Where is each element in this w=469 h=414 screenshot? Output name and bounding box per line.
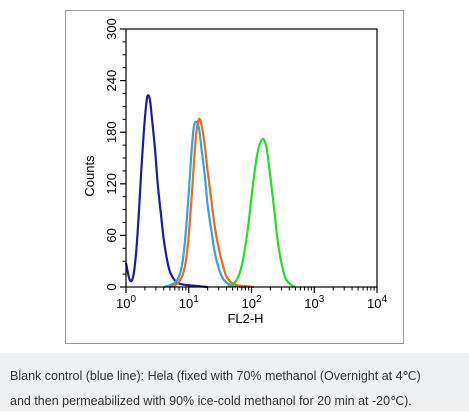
x-tick-label: 102: [241, 294, 261, 311]
x-tick-exponent: 3: [319, 294, 325, 305]
y-tick-label: 300: [104, 18, 119, 40]
figure-caption: Blank control (blue line): Hela (fixed w…: [0, 353, 469, 411]
series-line-4: [226, 137, 296, 289]
series-line-2: [163, 120, 246, 289]
y-tick-label: 60: [104, 228, 119, 242]
x-axis-label: FL2-H: [227, 311, 263, 326]
caption-line-1: Blank control (blue line): Hela (fixed w…: [10, 369, 421, 383]
x-tick-exponent: 0: [130, 294, 136, 305]
caption-line-2: and then permeabilized with 90% ice-cold…: [10, 394, 412, 408]
y-tick-label: 120: [104, 173, 119, 195]
x-tick-label: 100: [116, 294, 136, 311]
x-tick-exponent: 1: [193, 294, 199, 305]
x-tick-label: 104: [367, 294, 387, 311]
y-tick-label: 0: [104, 283, 119, 290]
x-tick-exponent: 2: [256, 294, 262, 305]
plot-area: [125, 28, 378, 288]
figure-frame: 100 101 102 103 104 0 60 120 180 240 300 FL2-H Cou…: [65, 10, 404, 344]
x-tick-exponent: 4: [381, 294, 387, 305]
y-tick-label: 240: [104, 70, 119, 92]
x-tick-label: 103: [304, 294, 324, 311]
series-line-3: [169, 117, 255, 289]
x-tick-label: 101: [179, 294, 199, 311]
y-tick-label: 180: [104, 121, 119, 143]
y-axis-label: Counts: [82, 155, 97, 197]
